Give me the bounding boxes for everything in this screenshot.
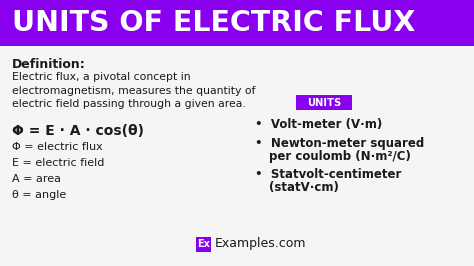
Text: Definition:: Definition: [12,58,86,71]
Text: θ = angle: θ = angle [12,190,66,200]
Text: •  Volt-meter (V·m): • Volt-meter (V·m) [255,118,382,131]
Text: Φ = electric flux: Φ = electric flux [12,142,103,152]
FancyBboxPatch shape [196,236,211,251]
Text: Ex: Ex [197,239,210,249]
FancyBboxPatch shape [296,95,352,110]
FancyBboxPatch shape [0,0,474,46]
Text: A = area: A = area [12,174,61,184]
Text: Examples.com: Examples.com [215,238,307,251]
Text: (statV·cm): (statV·cm) [269,181,339,194]
Text: Φ = E · A · cos(θ): Φ = E · A · cos(θ) [12,124,144,138]
Text: E = electric field: E = electric field [12,158,104,168]
Text: Electric flux, a pivotal concept in
electromagnetism, measures the quantity of
e: Electric flux, a pivotal concept in elec… [12,72,255,109]
Text: per coulomb (N·m²/C): per coulomb (N·m²/C) [269,150,411,163]
Text: UNITS OF ELECTRIC FLUX: UNITS OF ELECTRIC FLUX [12,9,415,37]
Text: UNITS: UNITS [307,98,341,107]
Text: •  Statvolt-centimeter: • Statvolt-centimeter [255,168,401,181]
Text: •  Newton-meter squared: • Newton-meter squared [255,137,424,150]
